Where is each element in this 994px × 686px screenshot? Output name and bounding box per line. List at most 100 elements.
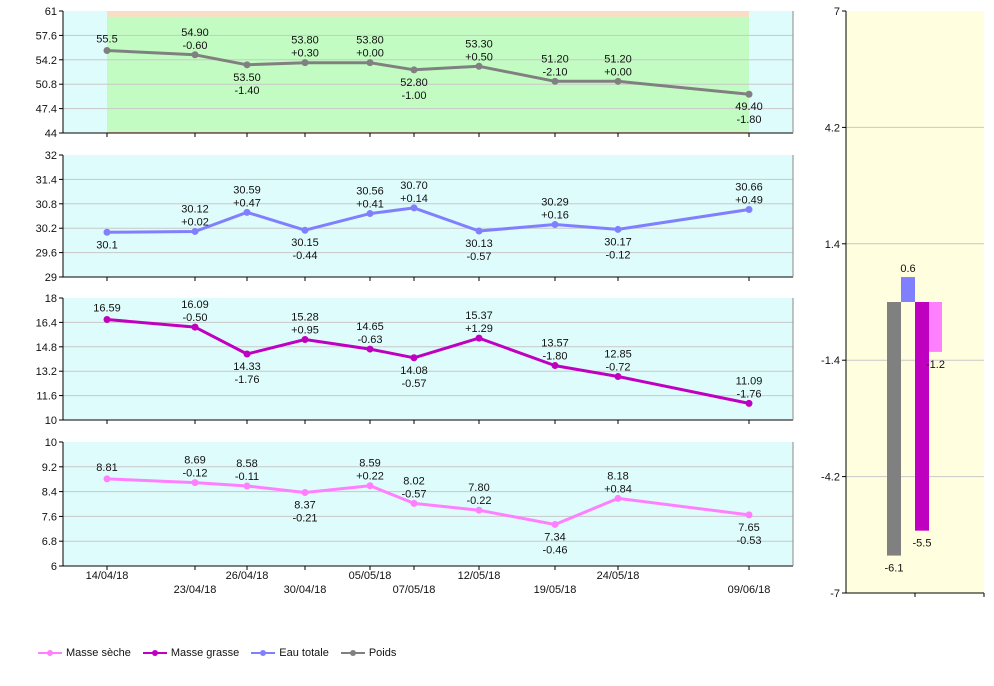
delta-label: +0.22 (356, 471, 384, 483)
data-point (475, 506, 483, 514)
delta-label: -1.76 (736, 388, 761, 400)
delta-label: -0.57 (401, 488, 426, 500)
delta-label: +0.49 (735, 194, 763, 206)
bar-panel: 7 4.2 1.4 -1.4 -4.2 -7 -6.1 0.6 -5.5 -1.2 (821, 6, 985, 600)
legend-item-poids: Poids (340, 647, 397, 659)
bar-y-tick-label: 7 (834, 6, 840, 18)
delta-label: -0.57 (401, 378, 426, 390)
delta-label: -0.44 (292, 250, 317, 262)
data-label: 16.59 (93, 303, 121, 315)
delta-label: -1.00 (401, 90, 426, 102)
data-point (366, 59, 374, 67)
x-tick-label: 26/04/18 (226, 570, 269, 582)
y-tick-label: 18 (45, 293, 57, 305)
y-tick-label: 31.4 (36, 174, 57, 186)
data-point (301, 489, 309, 497)
data-label: 30.70 (400, 180, 428, 192)
x-tick-label: 12/05/18 (458, 570, 501, 582)
data-point (475, 62, 483, 70)
delta-label: -1.80 (736, 114, 761, 126)
x-tick-label: 09/06/18 (728, 584, 771, 596)
data-label: 30.1 (96, 239, 117, 251)
delta-label: -1.80 (542, 351, 567, 363)
legend-item-eau-totale: Eau totale (251, 647, 329, 659)
delta-label: -0.12 (182, 468, 207, 480)
legend-item-masse-grasse: Masse grasse (142, 647, 240, 659)
data-point (475, 334, 483, 342)
y-tick-label: 6.8 (42, 536, 57, 548)
bar-label: -5.5 (913, 538, 932, 550)
x-tick-label: 19/05/18 (534, 584, 577, 596)
bar-y-tick-label: -7 (830, 588, 840, 600)
y-tick-label: 6 (51, 561, 57, 573)
data-point (301, 335, 309, 343)
delta-label: -2.10 (542, 66, 567, 78)
delta-label: -1.76 (234, 374, 259, 386)
delta-label: -0.63 (357, 334, 382, 346)
bar (901, 277, 915, 302)
data-label: 52.80 (400, 77, 428, 89)
delta-label: +0.41 (356, 199, 384, 211)
x-tick-label: 24/05/18 (597, 570, 640, 582)
data-point (243, 61, 251, 69)
data-label: 7.34 (544, 531, 565, 543)
data-label: 30.66 (735, 181, 763, 193)
data-label: 8.69 (184, 455, 205, 467)
delta-label: +0.84 (604, 483, 632, 495)
y-tick-label: 61 (45, 6, 57, 18)
delta-label: -0.12 (605, 249, 630, 261)
bar (929, 302, 942, 352)
bar-y-tick-label: 1.4 (825, 239, 840, 251)
y-tick-label: 9.2 (42, 462, 57, 474)
data-label: 13.57 (541, 338, 569, 350)
data-label: 8.02 (403, 475, 424, 487)
data-label: 30.12 (181, 203, 209, 215)
data-label: 11.09 (736, 375, 763, 387)
data-point (301, 59, 309, 67)
legend-swatch-masse-grasse (142, 647, 167, 659)
delta-label: +0.02 (181, 216, 209, 228)
data-point (410, 66, 418, 74)
legend-label-masse-grasse: Masse grasse (170, 647, 240, 659)
data-label: 8.81 (96, 462, 117, 474)
y-tick-label: 7.6 (42, 511, 57, 523)
data-point (745, 399, 753, 407)
data-label: 49.40 (735, 101, 763, 113)
delta-label: -0.21 (292, 513, 317, 525)
data-label: 8.18 (607, 470, 628, 482)
x-tick-label: 05/05/18 (349, 570, 392, 582)
y-tick-label: 13.2 (36, 366, 57, 378)
legend-label-eau-totale: Eau totale (279, 647, 329, 659)
y-tick-label: 47.4 (36, 104, 57, 116)
legend: Masse sèche Masse grasse Eau totale Poid… (38, 644, 408, 662)
data-label: 30.56 (356, 186, 384, 198)
data-label: 15.37 (465, 310, 493, 322)
y-tick-label: 14.8 (36, 342, 57, 354)
data-label: 8.37 (294, 500, 315, 512)
data-point (191, 51, 199, 59)
data-point (745, 90, 753, 98)
data-label: 30.17 (604, 236, 632, 248)
data-point (410, 499, 418, 507)
bar (887, 302, 901, 556)
data-point (614, 77, 622, 85)
data-label: 7.65 (738, 522, 759, 534)
bar-label: 0.6 (900, 263, 915, 275)
data-label: 12.85 (604, 349, 632, 361)
delta-label: +0.30 (291, 48, 319, 60)
data-point (551, 520, 559, 528)
data-point (614, 494, 622, 502)
y-tick-label: 50.8 (36, 79, 57, 91)
legend-label-poids: Poids (368, 647, 397, 659)
data-label: 16.09 (181, 299, 209, 311)
line-panel-1: 6157.654.250.847.44455.554.90-0.6053.50-… (36, 6, 794, 140)
data-point (410, 354, 418, 362)
data-point (366, 482, 374, 490)
delta-label: +0.50 (465, 51, 493, 63)
x-tick-label: 23/04/18 (174, 584, 217, 596)
data-point (551, 221, 559, 229)
y-tick-label: 10 (45, 437, 57, 449)
data-point (551, 77, 559, 85)
data-label: 7.80 (468, 482, 489, 494)
